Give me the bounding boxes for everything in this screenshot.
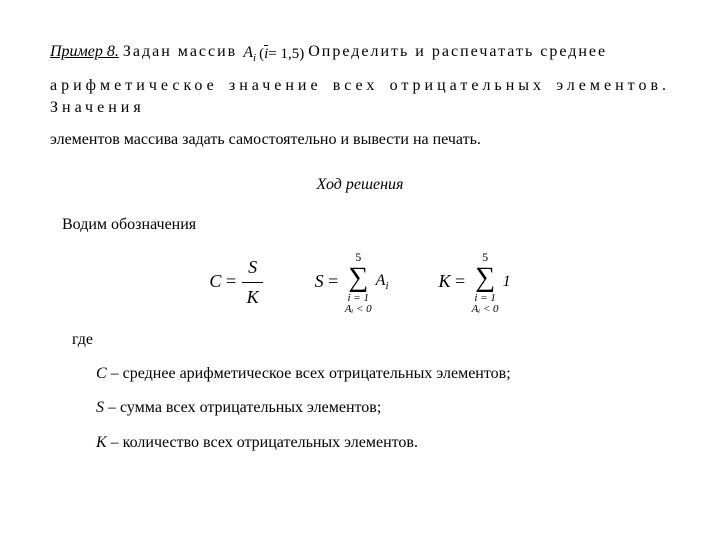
text-after-formula: Определить и распечатать среднее (308, 43, 607, 60)
sigma-K: 5 ∑ i = 1 Aᵢ < 0 (472, 251, 499, 315)
index-range: (i = 1,5) (259, 44, 304, 65)
intro-text: Водим обозначения (50, 214, 670, 236)
def-C: С – среднее арифметическое всех отрицате… (50, 363, 670, 385)
formula-S: S = 5 ∑ i = 1 Aᵢ < 0 Ai (315, 251, 389, 315)
def-K: K – количество всех отрицательных элемен… (50, 432, 670, 454)
def-S: S – сумма всех отрицательных элементов; (50, 397, 670, 419)
sigma-S: 5 ∑ i = 1 Aᵢ < 0 (345, 251, 372, 315)
formula-row: C = SK S = 5 ∑ i = 1 Aᵢ < 0 Ai K = 5 ∑ i… (50, 251, 670, 315)
formula-C: C = SK (209, 255, 264, 310)
symbol-A-i: Ai (243, 42, 256, 67)
problem-line-3: элементов массива задать самостоятельно … (50, 129, 670, 151)
text-before-formula: Задан массив (123, 43, 243, 60)
problem-line-1: Пример 8. Задан массив Ai (i = 1,5) Опре… (50, 40, 670, 65)
example-label: Пример 8. (50, 43, 119, 60)
formula-K: K = 5 ∑ i = 1 Aᵢ < 0 1 (439, 251, 511, 315)
inline-array-notation: Ai (i = 1,5) (243, 42, 304, 67)
where-label: где (50, 329, 670, 351)
section-heading: Ход решения (50, 174, 670, 196)
problem-line-2: арифметическое значение всех отрицательн… (50, 75, 670, 120)
